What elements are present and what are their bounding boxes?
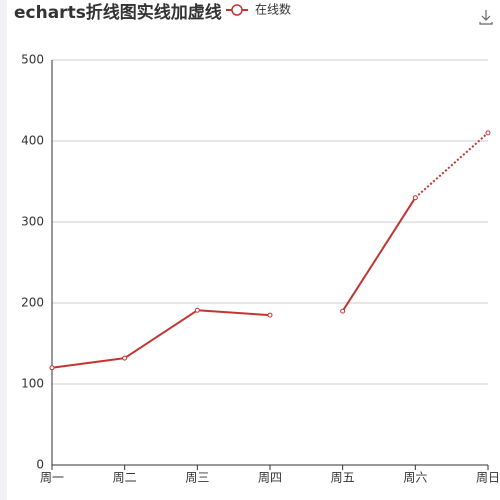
point bbox=[267, 312, 273, 318]
point bbox=[194, 307, 200, 313]
point bbox=[412, 195, 418, 201]
y-tick-label: 0 bbox=[36, 458, 44, 472]
legend-label: 在线数 bbox=[255, 2, 291, 17]
line-segment bbox=[197, 309, 271, 317]
y-tick-label: 100 bbox=[21, 377, 44, 391]
x-tick-label: 周二 bbox=[113, 471, 137, 485]
point bbox=[49, 365, 55, 371]
x-tick-label: 周一 bbox=[40, 471, 64, 485]
side-strip bbox=[0, 0, 7, 500]
legend-icon bbox=[231, 4, 243, 16]
point bbox=[340, 308, 346, 314]
line-segment bbox=[341, 197, 417, 312]
x-tick-label: 周日 bbox=[476, 471, 500, 485]
line-segment bbox=[414, 132, 489, 199]
chart-title: echarts折线图实线加虚线 bbox=[14, 2, 222, 23]
y-tick-label: 300 bbox=[21, 215, 44, 229]
y-tick-label: 400 bbox=[21, 134, 44, 148]
point bbox=[122, 355, 128, 361]
line-segment bbox=[124, 309, 198, 359]
x-tick-label: 周三 bbox=[185, 471, 209, 485]
x-tick-label: 周四 bbox=[258, 471, 282, 485]
x-tick-label: 周五 bbox=[331, 471, 355, 485]
point bbox=[485, 130, 491, 136]
download-icon[interactable] bbox=[479, 10, 493, 25]
x-tick-label: 周六 bbox=[403, 471, 427, 485]
line-segment bbox=[51, 357, 125, 369]
y-tick-label: 200 bbox=[21, 296, 44, 310]
y-tick-label: 500 bbox=[21, 53, 44, 67]
